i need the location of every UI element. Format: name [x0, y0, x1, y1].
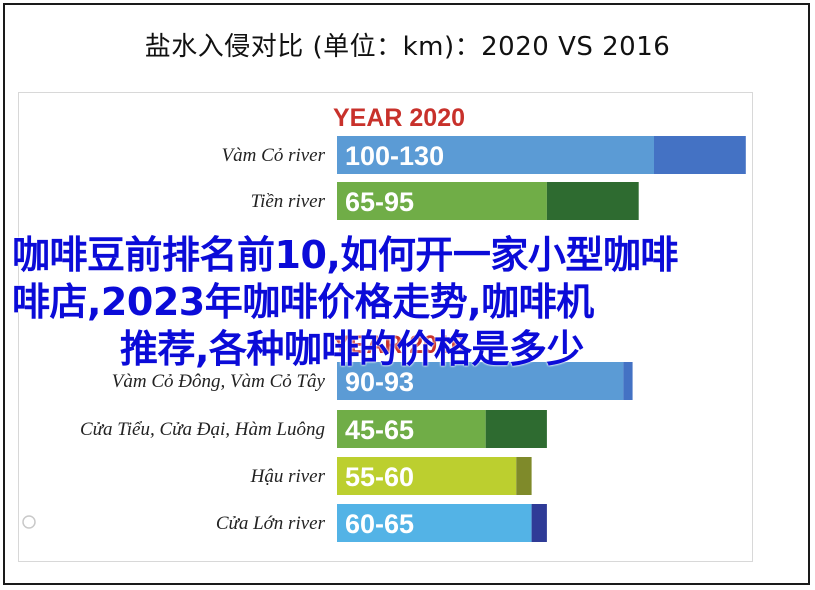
year-title-2020: YEAR 2020: [333, 104, 465, 132]
range-bar-extension: [531, 504, 547, 542]
overlay-line-3: 推荐,各种咖啡的价格是多少: [120, 327, 584, 371]
range-bar-extension: [623, 362, 633, 400]
overlay-line-2: 啡店,2023年咖啡价格走势,咖啡机: [12, 280, 594, 324]
category-label: Tiền river: [251, 191, 326, 212]
range-bar-extension: [485, 410, 547, 448]
range-bar-base: [337, 504, 532, 542]
range-value-label: 45-65: [345, 415, 414, 445]
year-title-2016: YEAR 2016: [333, 331, 465, 359]
range-bar-base: [337, 136, 654, 174]
range-bar-extension: [546, 182, 639, 220]
range-value-label: 55-60: [345, 462, 414, 492]
overlay-line-1: 咖啡豆前排名前10,如何开一家小型咖啡: [12, 233, 678, 277]
category-label: Vàm Cỏ Đông, Vàm Cỏ Tây: [112, 371, 326, 392]
range-bar-base: [337, 182, 547, 220]
range-value-label: 65-95: [345, 187, 414, 217]
overlay-caption: 咖啡豆前排名前10,如何开一家小型咖啡 啡店,2023年咖啡价格走势,咖啡机 推…: [0, 232, 815, 373]
category-label: Hậu river: [250, 466, 326, 487]
range-value-label: 90-93: [345, 367, 414, 397]
range-bar-base: [337, 362, 624, 400]
range-value-label: 60-65: [345, 509, 414, 539]
range-bar-extension: [654, 136, 746, 174]
page-title: 盐水入侵对比 (单位：km)：2020 VS 2016: [144, 32, 671, 62]
category-label: Cửa Tiểu, Cửa Đại, Hàm Luông: [80, 419, 325, 440]
watermark-icon: [22, 515, 36, 529]
range-value-label: 100-130: [345, 141, 444, 171]
range-bar-extension: [516, 457, 532, 495]
category-label: Cửa Lớn river: [216, 513, 326, 534]
category-label: Vàm Cỏ river: [222, 145, 326, 166]
range-bar-base: [337, 410, 486, 448]
range-bar-base: [337, 457, 517, 495]
